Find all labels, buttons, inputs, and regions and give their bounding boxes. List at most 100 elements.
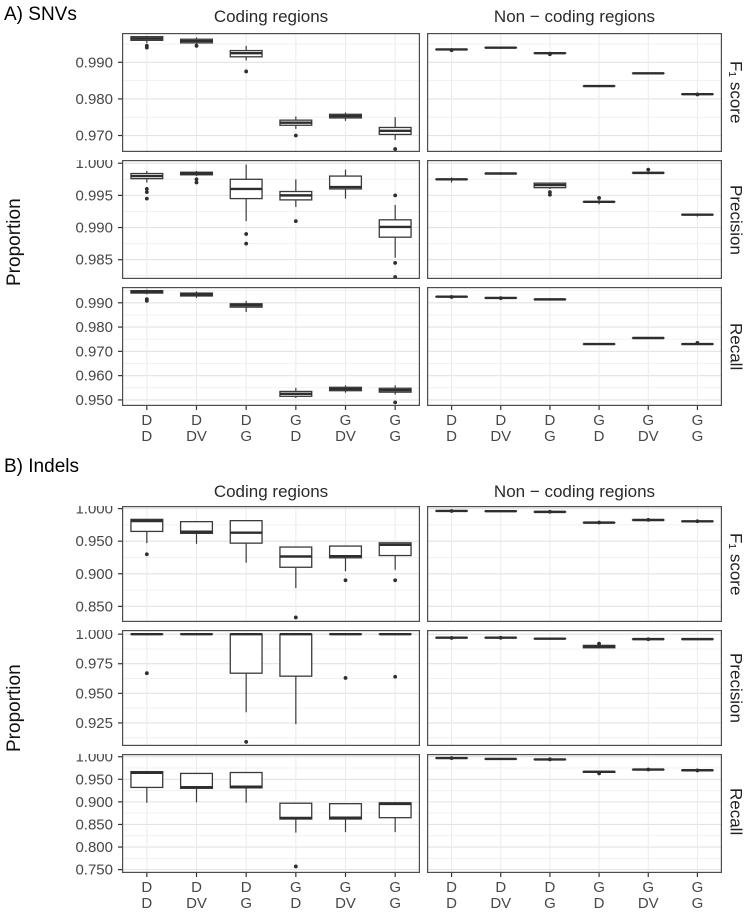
svg-text:G: G [389,428,401,445]
panel-a-title: A) SNVs [0,0,122,33]
svg-text:D: D [141,895,152,910]
strip-label-precision-b: Precision [722,630,749,746]
svg-text:D: D [544,412,555,429]
svg-text:D: D [241,879,252,896]
panel-b-title: B) Indels [0,452,420,478]
svg-text:G: G [389,412,401,429]
svg-text:0.950: 0.950 [75,685,113,702]
panel-a-y-axis-label: Proportion [0,33,30,452]
svg-text:G: G [692,895,704,910]
svg-text:G: G [290,879,302,896]
svg-text:D: D [446,412,457,429]
svg-text:G: G [340,879,352,896]
svg-text:DV: DV [335,428,356,445]
svg-text:G: G [389,879,401,896]
svg-text:D: D [495,412,506,429]
svg-text:D: D [446,879,457,896]
panel-a-snvs: A) SNVs Coding regions Non − coding regi… [0,0,751,452]
subplot-a-precision-coding: 0.985 0.990 0.995 1.000 [30,160,420,279]
svg-text:0.970: 0.970 [75,343,113,360]
strip-label-f1-score-b: F₁ score [722,506,749,622]
svg-text:D: D [446,428,457,445]
svg-text:0.850: 0.850 [75,598,113,615]
svg-text:G: G [544,895,556,910]
svg-text:D: D [191,879,202,896]
svg-text:D: D [594,895,605,910]
svg-text:D: D [495,879,506,896]
svg-text:G: G [642,879,654,896]
svg-text:DV: DV [490,428,511,445]
svg-text:0.950: 0.950 [75,392,113,409]
svg-text:DV: DV [638,895,659,910]
svg-text:G: G [240,895,252,910]
svg-text:G: G [340,412,352,429]
svg-text:G: G [593,879,605,896]
svg-text:D: D [141,879,152,896]
svg-text:D: D [290,895,301,910]
svg-text:0.900: 0.900 [75,794,113,811]
svg-text:DV: DV [335,895,356,910]
svg-text:G: G [389,895,401,910]
svg-text:G: G [544,428,556,445]
strip-label-precision-a: Precision [722,160,749,279]
svg-text:1.000: 1.000 [75,506,113,518]
strip-label-recall-b: Recall [722,754,749,870]
svg-text:G: G [240,428,252,445]
svg-text:D: D [241,412,252,429]
svg-text:0.950: 0.950 [75,771,113,788]
subplot-a-f1-noncoding [427,33,722,152]
svg-text:D: D [594,428,605,445]
svg-text:0.990: 0.990 [75,220,113,237]
svg-text:DV: DV [186,428,207,445]
svg-text:0.970: 0.970 [75,128,113,145]
svg-text:DV: DV [186,895,207,910]
svg-text:0.950: 0.950 [75,533,113,550]
svg-text:1.000: 1.000 [75,160,113,172]
svg-text:G: G [692,412,704,429]
svg-text:G: G [290,412,302,429]
svg-text:DV: DV [638,428,659,445]
svg-text:0.925: 0.925 [75,715,113,732]
svg-text:0.900: 0.900 [75,566,113,583]
svg-text:0.990: 0.990 [75,54,113,71]
subplot-b-f1-coding: 0.850 0.900 0.950 1.000 [30,506,420,622]
svg-text:G: G [692,428,704,445]
svg-text:1.000: 1.000 [75,630,113,643]
panel-a-coding-header: Coding regions [122,7,420,27]
svg-text:0.750: 0.750 [75,862,113,879]
subplot-a-precision-noncoding [427,160,722,279]
svg-text:G: G [692,879,704,896]
panel-b-coding-header: Coding regions [122,482,420,502]
panel-b-indels: B) Indels Coding regions Non − coding re… [0,452,751,910]
svg-text:D: D [290,428,301,445]
panel-b-y-axis-label: Proportion [0,506,30,910]
svg-text:D: D [544,879,555,896]
svg-text:0.960: 0.960 [75,368,113,385]
svg-text:G: G [593,412,605,429]
svg-text:D: D [446,895,457,910]
svg-text:D: D [141,428,152,445]
svg-text:0.985: 0.985 [75,252,113,269]
strip-label-recall-a: Recall [722,287,749,406]
svg-text:1.000: 1.000 [75,754,113,766]
svg-text:DV: DV [490,895,511,910]
svg-text:D: D [191,412,202,429]
subplot-b-precision-coding: 0.925 0.950 0.975 1.000 [30,630,420,746]
subplot-a-f1-coding: 0.970 0.980 0.990 [30,33,420,152]
svg-text:0.980: 0.980 [75,319,113,336]
svg-text:0.975: 0.975 [75,656,113,673]
svg-text:G: G [642,412,654,429]
strip-label-f1-score-a: F₁ score [722,33,749,152]
subplot-b-precision-noncoding [427,630,722,746]
svg-text:0.995: 0.995 [75,187,113,204]
subplot-b-f1-noncoding [427,506,722,622]
svg-text:0.980: 0.980 [75,91,113,108]
panel-b-noncoding-header: Non − coding regions [427,482,722,502]
svg-text:D: D [141,412,152,429]
svg-text:0.850: 0.850 [75,816,113,833]
svg-text:0.990: 0.990 [75,295,113,312]
